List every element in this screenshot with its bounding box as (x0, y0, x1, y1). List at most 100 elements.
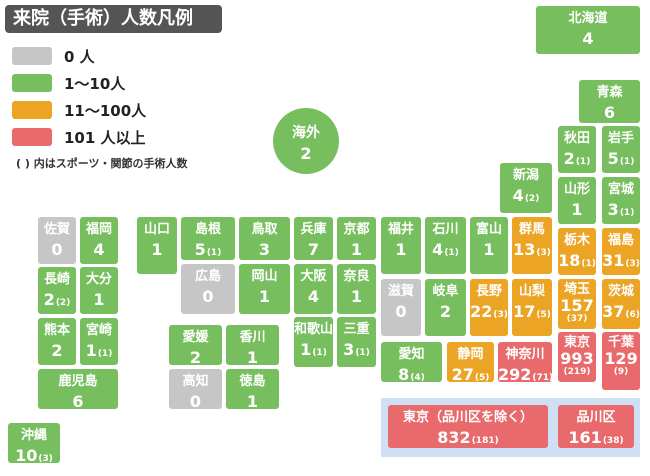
prefecture-name: 秋田 (563, 131, 590, 146)
overseas-value: 2 (300, 144, 312, 163)
legend-title: 来院（手術）人数凡例 (5, 5, 222, 33)
prefecture-sports-count: (1) (312, 348, 327, 358)
prefecture-value-line: 1 (226, 392, 279, 409)
prefecture-yamanashi: 山梨 17(5) (512, 279, 552, 336)
prefecture-count: 4 (582, 29, 594, 48)
prefecture-count: 8 (398, 365, 410, 382)
prefecture-value-line: 2 (169, 348, 222, 365)
prefecture-value-line: 5(1) (181, 240, 235, 260)
prefecture-count: 6 (603, 103, 616, 122)
prefecture-kyoto: 京都 1 (337, 217, 376, 260)
prefecture-count: 129 (604, 349, 638, 368)
prefecture-value-line: 832(181) (388, 428, 548, 448)
prefecture-name: 長崎 (43, 272, 70, 287)
prefecture-name: 鳥取 (251, 222, 278, 237)
prefecture-name: 群馬 (518, 222, 545, 237)
prefecture-shizuoka: 静岡 27(5) (447, 342, 494, 382)
prefecture-name: 和歌山 (294, 322, 333, 337)
prefecture-name: 富山 (475, 222, 502, 237)
prefecture-nagasaki: 長崎 2(2) (38, 267, 76, 314)
prefecture-hiroshima: 広島 0 (181, 264, 235, 314)
prefecture-miyagi: 宮城 3(1) (602, 177, 640, 224)
prefecture-name: 奈良 (343, 269, 370, 284)
prefecture-name: 新潟 (512, 168, 539, 183)
prefecture-tokyo: 東京 993 (219) (558, 332, 596, 382)
prefecture-gifu: 岐阜 2 (425, 279, 466, 336)
prefecture-value-line: 31(3) (602, 251, 640, 274)
prefecture-value-line: 129 (602, 351, 640, 367)
prefecture-count: 1 (483, 240, 495, 259)
legend-swatch (12, 47, 52, 65)
prefecture-count: 3 (343, 340, 355, 359)
prefecture-kochi: 高知 0 (169, 369, 222, 409)
prefecture-fukushima: 福島 31(3) (602, 228, 640, 275)
prefecture-value-line: 0 (381, 302, 421, 321)
prefecture-name: 長野 (475, 284, 502, 299)
prefecture-yamagata: 山形 1 (558, 177, 596, 224)
prefecture-count: 832 (437, 428, 471, 447)
prefecture-count: 13 (513, 240, 536, 259)
prefecture-sports-count: (3) (493, 310, 508, 320)
prefecture-name: 徳島 (239, 374, 266, 389)
prefecture-shiga: 滋賀 0 (381, 279, 421, 336)
legend-label: 0 人 (64, 48, 95, 66)
prefecture-value-line: 1 (337, 240, 376, 259)
legend-swatch (12, 74, 52, 92)
prefecture-value-line: 37(6) (602, 302, 640, 325)
prefecture-count: 4 (432, 240, 444, 259)
prefecture-count: 0 (202, 287, 214, 306)
prefecture-sports-count: (1) (619, 157, 635, 167)
prefecture-sports-count: (1) (619, 208, 635, 218)
prefecture-value-line: 3 (239, 240, 290, 259)
prefecture-count: 18 (558, 251, 581, 270)
prefecture-value-line: 1 (80, 290, 118, 309)
prefecture-count: 0 (395, 302, 407, 321)
prefecture-value-line: 1 (226, 348, 279, 365)
prefecture-value-line: 17(5) (512, 302, 552, 325)
prefecture-name: 岩手 (607, 131, 634, 146)
prefecture-count: 2 (439, 302, 452, 321)
prefecture-sports-count: (5) (474, 373, 490, 382)
prefecture-count: 292 (498, 365, 532, 382)
prefecture-count: 161 (568, 428, 602, 447)
prefecture-shimane: 島根 5(1) (181, 217, 235, 260)
prefecture-count: 3 (258, 240, 271, 259)
prefecture-value-line: 0 (181, 287, 235, 306)
prefecture-value-line: 22(3) (470, 302, 508, 325)
prefecture-name: 品川区 (576, 410, 616, 425)
prefecture-name: 宮崎 (85, 323, 112, 338)
prefecture-sports-count: (2) (55, 298, 71, 308)
prefecture-value-line: 157 (558, 298, 596, 314)
prefecture-name: 静岡 (457, 347, 484, 362)
prefecture-count: 10 (15, 446, 38, 463)
prefecture-value-line: 1(1) (80, 341, 118, 364)
prefecture-name: 滋賀 (387, 284, 414, 299)
prefecture-ishikawa: 石川 4(1) (425, 217, 466, 274)
prefecture-name: 青森 (596, 85, 623, 100)
prefecture-name: 福島 (607, 233, 634, 248)
prefecture-name: 神奈川 (505, 347, 545, 362)
prefecture-value-line: 1 (470, 240, 508, 259)
prefecture-sports-count: (3) (38, 454, 53, 463)
prefecture-fukuoka: 福岡 4 (80, 217, 118, 264)
prefecture-name: 北海道 (568, 11, 608, 26)
prefecture-ehime: 愛媛 2 (169, 325, 222, 365)
prefecture-name: 兵庫 (300, 222, 327, 237)
prefecture-name: 石川 (432, 222, 459, 237)
prefecture-name: 大阪 (300, 269, 327, 284)
prefecture-count: 993 (560, 349, 594, 368)
prefecture-tokushima: 徳島 1 (226, 369, 279, 409)
prefecture-sports-count: (37) (566, 314, 588, 324)
prefecture-value-line: 1 (381, 240, 421, 259)
prefecture-name: 鹿児島 (58, 374, 98, 389)
prefecture-sports-count: (38) (602, 436, 624, 446)
prefecture-value-line: 13(3) (512, 240, 552, 263)
prefecture-tokyo-excluding-shinagawa: 東京（品川区を除く） 832(181) (388, 405, 548, 448)
prefecture-sports-count: (181) (471, 436, 499, 446)
prefecture-tochigi: 栃木 18(1) (558, 228, 596, 275)
prefecture-value-line: 161(38) (558, 428, 634, 448)
prefecture-value-line: 1 (239, 287, 290, 306)
prefecture-chiba: 千葉 129 (9) (602, 332, 640, 390)
prefecture-miyazaki: 宮崎 1(1) (80, 318, 118, 365)
prefecture-name: 香川 (239, 330, 266, 345)
